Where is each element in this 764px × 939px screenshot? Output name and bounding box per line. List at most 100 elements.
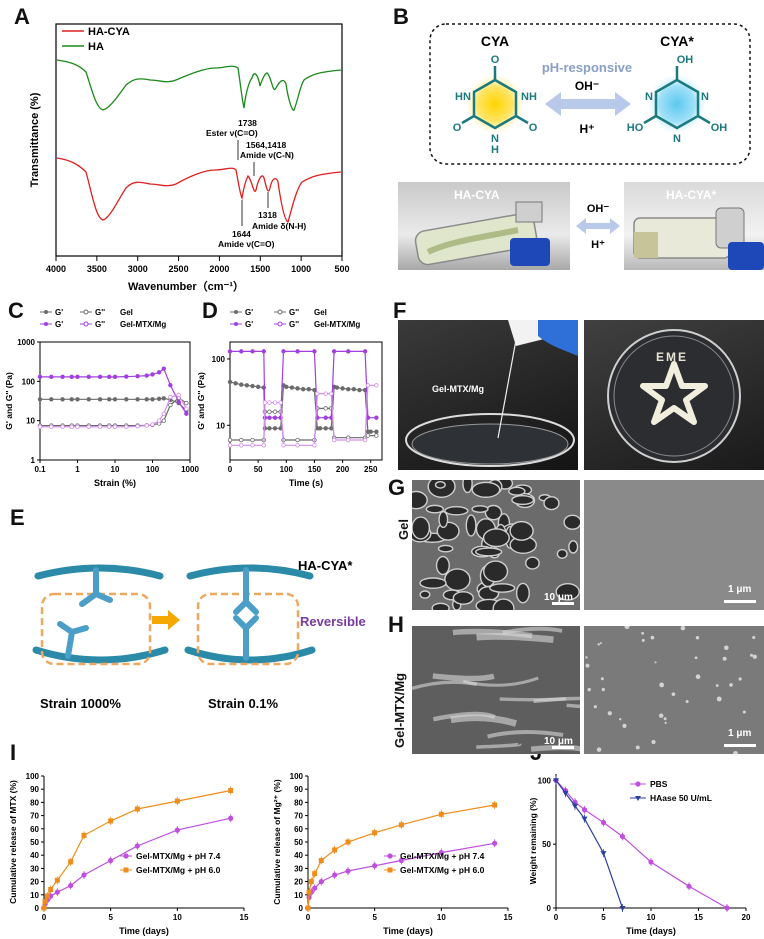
sem-sheet (462, 676, 539, 687)
sem-particle (597, 643, 600, 646)
x-tick-label: 250 (364, 465, 378, 474)
sem-particle (685, 700, 689, 704)
strain-1000-label: Strain 1000% (40, 696, 121, 711)
data-point (112, 397, 118, 402)
panel-letter-c: C (8, 298, 24, 323)
data-point (278, 400, 283, 405)
sem-particle (601, 687, 605, 692)
sem-particle (680, 626, 686, 631)
data-point (262, 400, 268, 405)
y-tick-label: 0 (299, 904, 304, 913)
sem-particle (715, 684, 719, 687)
legend-marker (123, 867, 129, 873)
sem-particle (752, 635, 756, 640)
ftir-xtick-label: 3500 (87, 264, 107, 274)
plot-frame (229, 341, 383, 461)
photo-ha-cya-star: HA-CYA* (624, 182, 764, 270)
photo-ha-cya-label: HA-CYA (454, 188, 500, 202)
svg-text:OH: OH (677, 54, 694, 66)
sem-sheet (450, 714, 518, 727)
photo-ha-cya-star-label: HA-CYA* (666, 188, 717, 202)
data-point (306, 386, 312, 392)
x-tick-label: 0 (42, 913, 47, 922)
data-point (156, 418, 162, 423)
scale-bar (552, 746, 574, 749)
data-point (69, 397, 74, 402)
sem-pore (474, 547, 503, 557)
data-point (323, 415, 328, 420)
y-tick-label: 40 (294, 851, 303, 860)
data-point (315, 391, 320, 396)
mtx-release-chart: 0 5 10 15 0 10 20 30 40 50 60 70 80 90 100 Time (days) C… (8, 772, 249, 936)
legend-text: G'' (289, 308, 299, 317)
sem-particle (695, 635, 700, 640)
y-axis-label: Weight remaining (%) (528, 797, 538, 884)
y-tick-label: 30 (294, 864, 303, 873)
y-tick-label: 100 (290, 772, 304, 781)
data-point (281, 349, 286, 354)
data-point (357, 387, 362, 393)
sem-particle (664, 721, 667, 725)
h-row-label: Gel-MTX/Mg (392, 672, 407, 748)
data-point (49, 374, 54, 380)
scheme-frame (429, 23, 751, 165)
legend-text: HAase 50 U/mL (650, 793, 712, 803)
data-point (250, 437, 255, 443)
data-point (168, 402, 173, 408)
scale-bar (552, 602, 574, 605)
y-axis-label: G' and G'' (Pa) (4, 372, 14, 430)
sem-particle (641, 631, 645, 635)
data-point (374, 433, 379, 438)
data-point (135, 374, 140, 379)
y-axis-label: G' and G'' (Pa) (196, 372, 206, 430)
sem-particle (750, 653, 753, 657)
sem-particle (654, 661, 657, 664)
data-point (267, 400, 272, 405)
data-point (144, 423, 149, 428)
data-point (135, 397, 140, 402)
data-point (329, 391, 334, 396)
data-point (365, 383, 371, 388)
legend-marker (83, 309, 89, 315)
sem-pore (509, 520, 534, 541)
sem-gel-high: 1 μm (584, 480, 764, 610)
sem-particle (733, 750, 738, 754)
sem-particle (729, 683, 733, 687)
legend-text: G' (245, 320, 253, 329)
data-point (124, 424, 129, 429)
x-axis-label: Time (days) (383, 926, 433, 936)
y-tick-label: 10 (30, 891, 39, 900)
data-point (365, 433, 371, 438)
y-tick-label: 30 (30, 864, 39, 873)
sem-particle (599, 642, 602, 645)
x-tick-label: 5 (601, 913, 606, 922)
data-point (272, 409, 278, 414)
x-tick-label: 150 (308, 465, 322, 474)
sem-particle (651, 739, 656, 745)
data-point (112, 424, 118, 429)
sem-particle (752, 654, 757, 659)
sem-particle (635, 745, 640, 750)
panel-letter-g: G (388, 475, 406, 500)
legend-text: Gel-MTX/Mg + pH 6.0 (136, 865, 221, 875)
data-point (323, 391, 328, 396)
e-ha-cya-label: HA-CYA* (298, 558, 353, 573)
data-point (272, 400, 278, 405)
data-point (267, 415, 272, 420)
x-axis-label: Time (days) (626, 926, 676, 936)
data-point (362, 437, 368, 443)
data-point (168, 382, 173, 388)
photo-switch-arrow: OH⁻ H⁺ (576, 203, 620, 251)
sem-pore (438, 511, 449, 529)
ann-ester: Ester ν(C=O) (206, 128, 258, 138)
legend-marker (635, 796, 641, 801)
panel-letter-i: I (10, 740, 17, 765)
sem-pore (444, 506, 469, 516)
cya-scheme: CYA CYA* pH-responsive O O O HN NH N H O… (429, 23, 751, 165)
y-tick-label: 70 (30, 812, 39, 821)
legend-text: Gel-MTX/Mg (314, 320, 360, 329)
cya-star-ring (654, 78, 700, 130)
svg-text:H⁺: H⁺ (591, 239, 605, 251)
sem-pore (556, 548, 568, 559)
x-tick-label: 10 (111, 465, 120, 474)
